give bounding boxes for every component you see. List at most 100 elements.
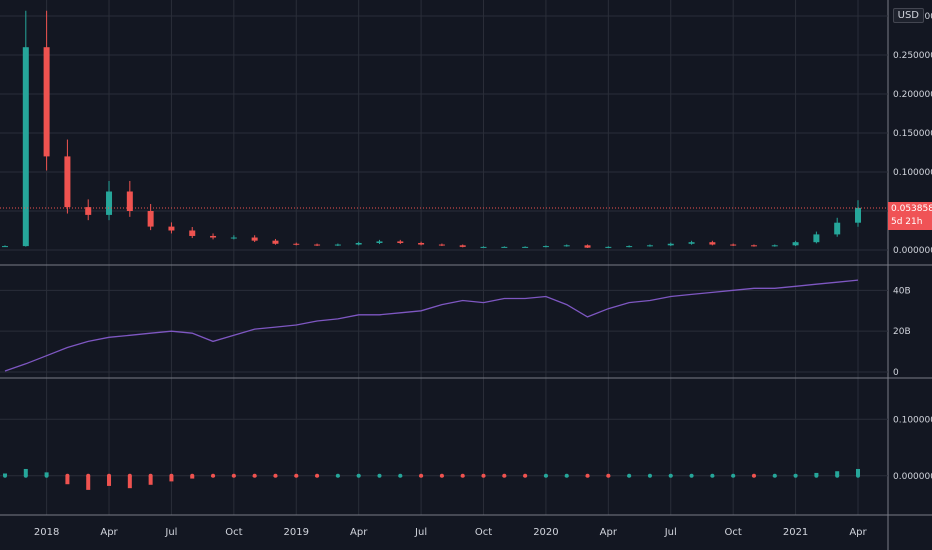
indicator-axis-label: 40B (893, 286, 911, 296)
histogram-dot (211, 473, 216, 478)
histogram-dot (127, 473, 132, 478)
candle-body (272, 240, 279, 244)
histogram-dot (856, 473, 860, 478)
price-axis-label: 0.20000000 (893, 90, 932, 100)
currency-badge[interactable]: USD (892, 8, 924, 23)
indicator-line (4, 279, 859, 372)
histogram-dot (3, 473, 7, 478)
candle-body (730, 244, 737, 246)
oscillator-axis-label: 0.10000000 (893, 415, 932, 425)
candle-body (667, 243, 674, 246)
time-axis-label: 2020 (533, 527, 558, 538)
histogram-dot (65, 473, 70, 478)
price-axis-label: 0.25000000 (893, 51, 932, 61)
candle-body (750, 245, 757, 247)
price-axis-label: 0.15000000 (893, 129, 932, 139)
indicator-axis-label: 0 (893, 368, 899, 378)
candle-body (855, 207, 861, 223)
histogram-dot (419, 473, 424, 478)
candle-body (106, 191, 113, 215)
candle-body (522, 246, 529, 248)
candle-body (293, 243, 300, 245)
candle-body (563, 245, 570, 247)
candle-body (189, 230, 196, 236)
candle-body (438, 244, 445, 246)
histogram-dot (148, 473, 153, 478)
candle-body (709, 242, 716, 245)
candle-body (813, 234, 820, 243)
histogram-dot (169, 473, 174, 478)
time-axis-label: Apr (849, 527, 867, 538)
time-axis-label: Jul (164, 527, 177, 538)
candle-body (210, 235, 217, 238)
time-axis-label: Apr (350, 527, 368, 538)
histogram-dot (689, 473, 694, 478)
candle-body (85, 207, 92, 215)
histogram-bar (127, 475, 132, 489)
histogram-dot (460, 473, 465, 478)
histogram-dot (585, 473, 590, 478)
histogram-dot (315, 473, 320, 478)
candle-body (646, 245, 653, 247)
histogram-dot (793, 473, 798, 478)
histogram-bar (107, 475, 112, 486)
indicator-axis-label: 20B (893, 327, 911, 337)
price-axis-label: 0.10000000 (893, 168, 932, 178)
current-price-countdown: 5d 21h (891, 217, 923, 227)
time-axis-label: Oct (725, 527, 742, 538)
candle-body (792, 242, 799, 246)
time-axis-label: Apr (100, 527, 118, 538)
current-price-value: 0.05385839 (891, 204, 932, 214)
histogram-dot (190, 473, 195, 478)
time-axis-label: Oct (225, 527, 242, 538)
candle-body (418, 242, 425, 245)
histogram-dot (23, 473, 28, 478)
histogram-dot (627, 473, 632, 478)
candle-body (542, 246, 549, 248)
candle-body (230, 237, 237, 239)
oscillator-axis-label: 0.00000000 (893, 472, 932, 482)
time-axis-label: Oct (475, 527, 492, 538)
time-axis-label: Jul (414, 527, 427, 538)
candle-body (459, 245, 466, 247)
candle-body (43, 47, 50, 157)
histogram-dot (86, 473, 91, 478)
histogram-dot (564, 473, 569, 478)
candle-body (334, 244, 341, 246)
histogram-dot (606, 473, 611, 478)
histogram-dot (44, 473, 49, 478)
time-axis-label: Apr (600, 527, 618, 538)
histogram-dot (481, 473, 486, 478)
histogram-bar (835, 471, 840, 476)
candle-body (251, 237, 258, 241)
candle-body (2, 246, 8, 248)
histogram-dot (335, 473, 340, 478)
histogram-dot (731, 473, 736, 478)
candle-body (376, 241, 383, 243)
histogram-bar (856, 468, 860, 476)
candle-body (64, 156, 71, 208)
current-price-label: 0.05385839 5d 21h (888, 202, 932, 230)
candle-body (626, 246, 633, 248)
histogram-dot (751, 473, 756, 478)
candle-body (355, 242, 362, 245)
histogram-dot (502, 473, 507, 478)
histogram-dot (231, 473, 236, 478)
candle-body (834, 222, 841, 235)
candle-body (168, 226, 175, 231)
histogram-dot (523, 473, 528, 478)
candle-body (126, 191, 133, 211)
histogram-dot (252, 473, 257, 478)
price-axis-label: 0.00000000 (893, 246, 932, 256)
time-axis-label: 2021 (783, 527, 808, 538)
histogram-dot (398, 473, 403, 478)
candle-body (605, 246, 612, 248)
time-axis-label: Jul (664, 527, 677, 538)
histogram-dot (668, 473, 673, 478)
histogram-bar (169, 475, 174, 482)
candle-body (688, 242, 695, 244)
time-axis-label: 2018 (34, 527, 59, 538)
histogram-dot (439, 473, 444, 478)
